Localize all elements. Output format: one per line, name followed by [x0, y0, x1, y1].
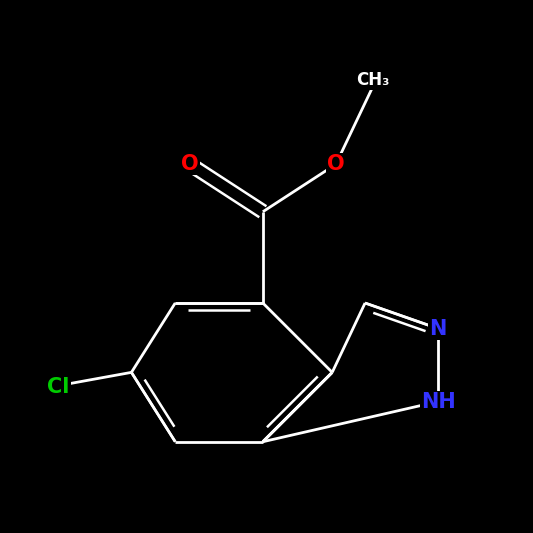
- Text: CH₃: CH₃: [356, 71, 389, 90]
- Text: NH: NH: [421, 392, 456, 411]
- Text: N: N: [430, 319, 447, 338]
- Text: Cl: Cl: [47, 377, 70, 397]
- Text: O: O: [181, 154, 199, 174]
- Text: O: O: [327, 154, 345, 174]
